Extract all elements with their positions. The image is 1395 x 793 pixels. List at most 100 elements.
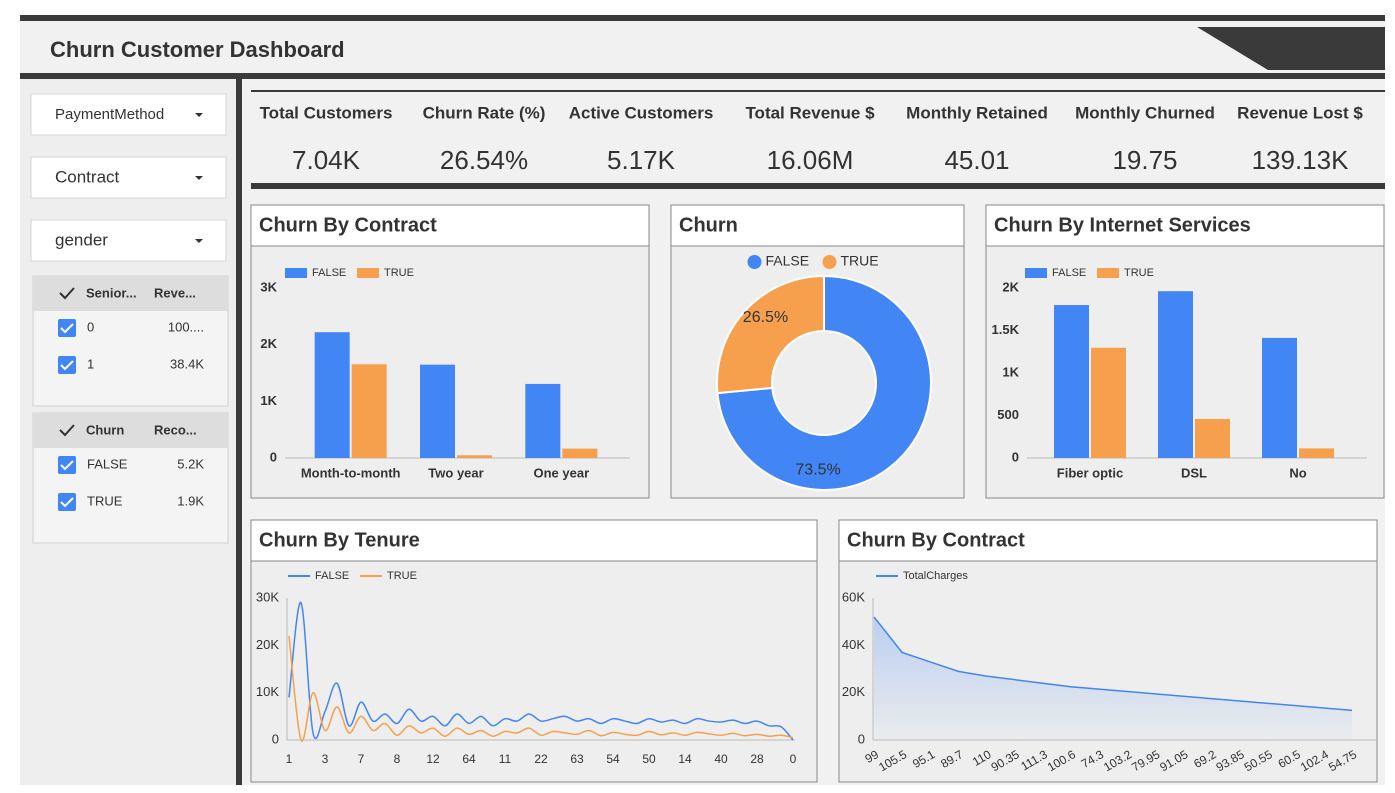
legend-label: TRUE	[1124, 267, 1154, 279]
column-header: Reco...	[154, 422, 197, 437]
header-decoration	[1197, 27, 1385, 70]
x-tick-label: 40	[714, 752, 728, 766]
y-tick-label: 2K	[1002, 279, 1019, 294]
bar	[1158, 291, 1193, 458]
row-checkbox[interactable]	[58, 319, 76, 337]
legend-label: TRUE	[384, 267, 414, 279]
y-tick-label: 3K	[260, 279, 277, 294]
series-line	[873, 616, 1353, 712]
row-label: FALSE	[87, 456, 128, 471]
legend-swatch	[1025, 268, 1047, 278]
legend-swatch	[285, 268, 307, 278]
x-tick-label: 0	[790, 752, 797, 766]
legend-label: FALSE	[315, 570, 349, 582]
y-tick-label: 10K	[256, 684, 279, 699]
kpi-label: Total Customers	[260, 103, 393, 122]
x-tick-label: Month-to-month	[301, 465, 401, 480]
kpi-bottom-bar	[251, 183, 1385, 189]
legend-label: FALSE	[1052, 267, 1086, 279]
column-header: Senior...	[86, 285, 137, 300]
y-tick-label: 2K	[260, 336, 277, 351]
x-tick-label: 22	[534, 752, 548, 766]
y-tick-label: 1K	[1002, 364, 1019, 379]
legend-label: TotalCharges	[903, 570, 968, 582]
x-tick-label: Fiber optic	[1057, 465, 1123, 480]
chart-title-bar	[670, 204, 965, 247]
pie-slice	[716, 274, 932, 491]
bar	[457, 455, 492, 458]
dropdown-arrow	[195, 176, 203, 180]
row-checkbox[interactable]	[58, 356, 76, 374]
column-header: Reve...	[154, 285, 196, 300]
x-tick-label: DSL	[1181, 465, 1207, 480]
checkmark	[60, 497, 74, 508]
dashboard-title: Churn Customer Dashboard	[50, 37, 345, 62]
filter-dropdown[interactable]	[30, 156, 227, 199]
chart-title-bar	[250, 519, 818, 562]
kpi-value: 16.06M	[767, 145, 854, 175]
bar	[525, 383, 561, 458]
legend-swatch	[747, 255, 762, 269]
y-tick-label: 0	[272, 731, 279, 746]
legend-swatch	[1097, 268, 1119, 278]
chart-title: Churn By Contract	[847, 529, 1025, 551]
dropdown-arrow	[195, 239, 203, 243]
chart-title: Churn By Internet Services	[994, 214, 1251, 236]
x-tick-label: 99	[863, 747, 882, 766]
bar	[1091, 347, 1126, 458]
row-value: 5.2K	[177, 456, 204, 471]
x-tick-label: 11	[499, 752, 512, 766]
chart-title: Churn By Contract	[259, 214, 437, 236]
row-checkbox[interactable]	[58, 456, 76, 474]
bar	[420, 364, 455, 458]
filter-label: Contract	[55, 167, 120, 186]
checkmark	[60, 460, 74, 471]
kpi-value: 7.04K	[292, 145, 361, 175]
x-tick-label: Two year	[428, 465, 483, 480]
x-tick-label: 14	[678, 752, 692, 766]
legend-swatch	[357, 268, 379, 278]
pie-slice	[716, 274, 825, 395]
bar	[1262, 337, 1297, 458]
slice-label: 73.5%	[795, 462, 840, 479]
row-value: 100....	[168, 319, 204, 334]
x-tick-label: 12	[426, 752, 440, 766]
kpi-value: 19.75	[1112, 145, 1177, 175]
top-bar	[20, 15, 1385, 21]
select-all-check[interactable]	[59, 424, 75, 437]
series-line	[288, 635, 794, 742]
row-checkbox[interactable]	[58, 493, 76, 511]
filter-label: PaymentMethod	[55, 106, 164, 123]
area-fill	[874, 616, 1352, 740]
legend-label: TRUE	[387, 570, 417, 582]
row-value: 1.9K	[177, 493, 204, 508]
legend-label: FALSE	[312, 267, 346, 279]
x-tick-label: 28	[750, 752, 764, 766]
table-header	[33, 276, 228, 311]
filter-dropdown[interactable]	[30, 219, 227, 262]
y-tick-label: 0	[270, 449, 277, 464]
x-tick-label: 8	[394, 752, 401, 766]
y-tick-label: 1.5K	[992, 322, 1020, 337]
filter-dropdown[interactable]	[30, 93, 227, 136]
kpi-value: 45.01	[944, 145, 1009, 175]
chart-title: Churn By Tenure	[259, 529, 420, 551]
bar	[1299, 448, 1334, 458]
y-tick-label: 40K	[842, 637, 865, 652]
kpi-label: Monthly Retained	[906, 103, 1048, 122]
y-tick-label: 500	[997, 407, 1019, 422]
bar	[314, 332, 350, 458]
x-tick-label: No	[1289, 465, 1306, 480]
kpi-top-line	[251, 90, 1385, 92]
checkmark	[60, 323, 74, 334]
chart-title-bar	[985, 204, 1385, 247]
select-all-check[interactable]	[59, 287, 75, 300]
x-tick-label: 54	[606, 752, 620, 766]
y-tick-label: 30K	[256, 589, 279, 604]
kpi-value: 26.54%	[440, 145, 528, 175]
y-tick-label: 20K	[842, 684, 865, 699]
bar	[562, 448, 598, 458]
chart-title-bar	[838, 519, 1378, 562]
x-tick-label: One year	[534, 465, 590, 480]
